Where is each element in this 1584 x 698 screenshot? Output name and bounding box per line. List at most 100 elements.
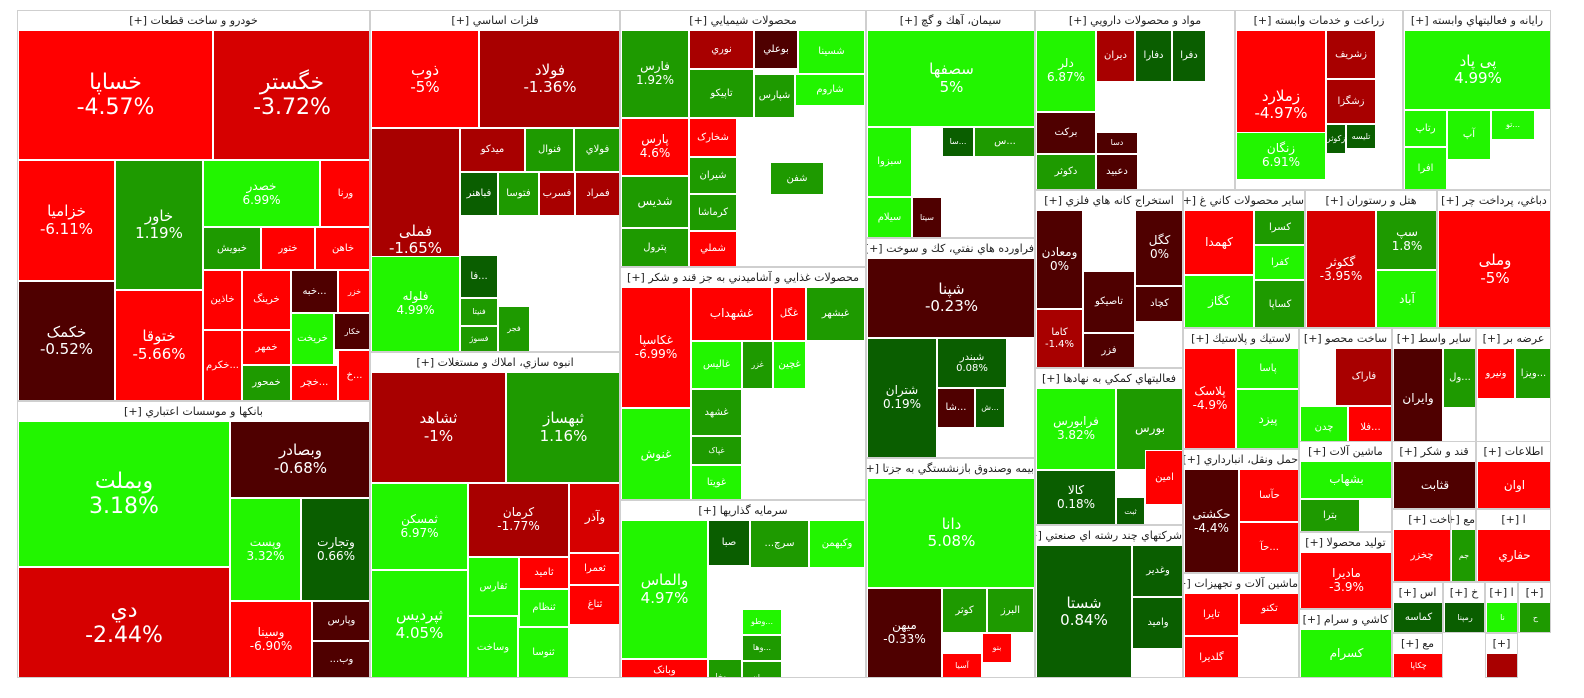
stock-tile[interactable]: دسا <box>1096 132 1138 154</box>
stock-tile[interactable]: وآذر <box>569 483 619 553</box>
stock-tile[interactable]: سبزوا <box>867 127 912 197</box>
stock-tile[interactable]: رتاپ <box>1404 110 1447 147</box>
stock-tile[interactable]: زنگان 6.91% <box>1236 132 1326 180</box>
stock-tile[interactable]: کالا 0.18% <box>1036 470 1116 524</box>
stock-tile[interactable]: س... <box>974 127 1034 157</box>
stock-tile[interactable]: دفرا <box>1172 30 1206 82</box>
stock-tile[interactable]: کچاد <box>1135 286 1182 322</box>
sector-title[interactable]: دباغي، پرداخت چر [+] <box>1438 191 1550 210</box>
stock-tile[interactable]: ...سرچ <box>750 520 809 568</box>
stock-tile[interactable]: فا... <box>460 255 498 298</box>
stock-tile[interactable]: بنو <box>982 633 1012 663</box>
sector-title[interactable]: ماشين آلات [+] <box>1300 442 1391 461</box>
sector-title[interactable]: ساير واسط [+] <box>1393 329 1475 348</box>
sector-title[interactable]: عرضه بر [+] <box>1477 329 1550 348</box>
stock-tile[interactable]: سیتا <box>912 197 942 237</box>
sector-title[interactable]: زراعت و خدمات وابسته [+] <box>1236 11 1402 30</box>
sector-title[interactable]: محصولات شيميايي [+] <box>621 11 865 30</box>
stock-tile[interactable]: شملي <box>689 231 737 266</box>
stock-tile[interactable]: نوري <box>689 30 754 69</box>
stock-tile[interactable]: دلر 6.87% <box>1036 30 1096 112</box>
stock-tile[interactable]: شبندر 0.08% <box>937 338 1007 388</box>
stock-tile[interactable]: شپنا -0.23% <box>867 258 1034 338</box>
stock-tile[interactable]: خاذین <box>203 270 242 330</box>
sector-title[interactable]: كاشي و سرام [+] <box>1300 610 1391 629</box>
stock-tile[interactable]: بشهاب <box>1300 461 1391 499</box>
stock-tile[interactable]: غبشهر <box>806 287 865 341</box>
stock-tile[interactable]: وایران <box>1393 348 1443 448</box>
stock-tile[interactable]: خکار <box>334 313 369 350</box>
stock-tile[interactable]: غگل <box>772 287 806 341</box>
stock-tile[interactable]: غشهداب <box>691 287 772 341</box>
stock-tile[interactable]: سپ 1.8% <box>1376 210 1436 270</box>
stock-tile[interactable]: فرابورس 3.82% <box>1036 388 1116 470</box>
stock-tile[interactable]: غشهد <box>691 389 742 436</box>
stock-tile[interactable]: وساخت <box>468 616 518 677</box>
stock-tile[interactable]: فسوژ <box>460 326 498 351</box>
stock-tile[interactable]: شاروم <box>795 74 865 106</box>
stock-tile[interactable]: کرماشا <box>689 194 737 231</box>
stock-tile[interactable]: سیلام <box>867 197 912 237</box>
stock-tile[interactable]: غکاسپا -6.99% <box>621 287 691 408</box>
sector-title[interactable]: بانکها و موسسات اعتباري [+] <box>18 402 369 421</box>
sector-title[interactable]: لاستيك و پلاستيك [+] <box>1184 329 1298 348</box>
stock-tile[interactable]: فارس 1.92% <box>621 30 689 118</box>
stock-tile[interactable]: خبه... <box>291 270 338 313</box>
stock-tile[interactable]: خاهن <box>315 227 369 270</box>
stock-tile[interactable]: تکنو <box>1239 593 1298 625</box>
stock-tile[interactable]: فمراد <box>575 172 619 216</box>
stock-tile[interactable]: کسرا <box>1254 210 1304 245</box>
sector-title[interactable]: بیمه وصندوق بازنشستگي به جزتا [+] <box>867 459 1034 478</box>
stock-tile[interactable]: خکمک -0.52% <box>18 281 115 400</box>
sector-title[interactable]: [+] <box>1519 583 1550 602</box>
stock-tile[interactable]: پلاسک -4.9% <box>1184 348 1236 448</box>
stock-tile[interactable]: دفارا <box>1135 30 1172 82</box>
sector-title[interactable]: فلزات اساسي [+] <box>371 11 619 30</box>
stock-tile[interactable]: خساپا -4.57% <box>18 30 213 160</box>
sector-title[interactable]: مواد و محصولات دارويي [+] <box>1036 11 1234 30</box>
sector-title[interactable]: خودرو و ساخت قطعات [+] <box>18 11 369 30</box>
stock-tile[interactable]: اوان <box>1477 461 1550 508</box>
stock-tile[interactable]: برکت <box>1036 112 1096 154</box>
stock-tile[interactable]: جم <box>1451 529 1475 581</box>
stock-tile[interactable]: ...وب <box>312 641 369 677</box>
stock-tile[interactable]: دکوثر <box>1036 154 1096 189</box>
sector-title[interactable]: خ [+] <box>1444 583 1484 602</box>
stock-tile[interactable]: تاپیکو <box>689 69 754 118</box>
stock-tile[interactable]: غزر <box>742 341 773 389</box>
stock-tile[interactable]: شسینا <box>798 30 865 74</box>
stock-tile[interactable]: ویزا... <box>1515 348 1550 399</box>
stock-tile[interactable]: دیران <box>1096 30 1135 82</box>
sector-title[interactable]: شركتهاي چند رشته اي صنعتي [+] <box>1036 526 1182 545</box>
sector-title[interactable]: محصولات غذايي و آشاميدني به جز قند و شكر… <box>621 268 865 287</box>
stock-tile[interactable]: وسینا -6.90% <box>230 601 312 677</box>
stock-tile[interactable]: خچر... <box>291 365 338 400</box>
stock-tile[interactable]: ش... <box>975 388 1005 428</box>
stock-tile[interactable]: خرینگ <box>242 270 291 330</box>
stock-tile[interactable]: میدکو <box>460 128 525 172</box>
stock-tile[interactable]: ورنا <box>320 160 369 227</box>
sector-title[interactable]: فراورده هاي نفتي، كك و سوخت [+] <box>867 239 1034 258</box>
stock-tile[interactable]: تاصیکو <box>1083 271 1135 333</box>
stock-tile[interactable]: ثنوسا <box>518 627 569 677</box>
stock-tile[interactable]: خصدر 6.99% <box>203 160 320 227</box>
stock-tile[interactable]: حکشتی -4.4% <box>1184 469 1239 572</box>
sector-title[interactable]: هتل و رستوران [+] <box>1306 191 1436 210</box>
stock-tile[interactable]: فولاي <box>574 128 619 172</box>
stock-tile[interactable]: ختور <box>261 227 315 270</box>
stock-tile[interactable]: غویتا <box>691 465 742 499</box>
stock-tile[interactable]: گکوثر -3.95% <box>1306 210 1376 327</box>
stock-tile[interactable]: تلیسه <box>1346 124 1376 149</box>
stock-tile[interactable]: رمپنا <box>1444 602 1484 632</box>
stock-tile[interactable]: ونیرو <box>1477 348 1515 399</box>
stock-tile[interactable]: کهمدا <box>1184 210 1254 275</box>
stock-tile[interactable]: فاراک <box>1335 348 1391 406</box>
stock-tile[interactable]: کسرام <box>1300 629 1391 677</box>
stock-tile[interactable]: ختوقا -5.66% <box>115 290 203 400</box>
stock-tile[interactable]: وبانک-5.2% <box>621 659 708 677</box>
stock-tile[interactable]: خمحور <box>242 365 291 400</box>
stock-tile[interactable]: خ... <box>338 350 369 400</box>
stock-tile[interactable]: زشریف <box>1326 30 1376 79</box>
stock-tile[interactable]: ثعمرا <box>569 553 619 585</box>
stock-tile[interactable]: زشگزا <box>1326 79 1376 124</box>
